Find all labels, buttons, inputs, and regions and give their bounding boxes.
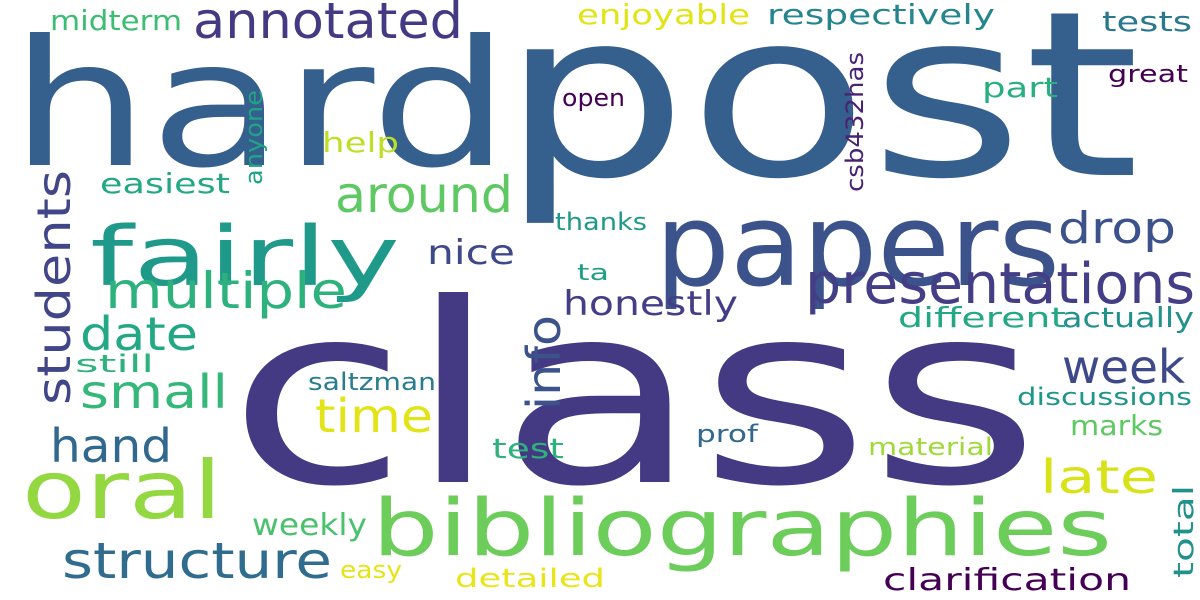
word-weekly: weekly (252, 508, 367, 543)
word-ta: ta (577, 261, 609, 286)
word-easiest: easiest (100, 167, 230, 200)
word-total: total (1167, 485, 1200, 578)
word-post: post (500, 0, 1140, 230)
word-respectively: respectively (767, 0, 995, 31)
word-great: great (1108, 60, 1188, 88)
word-tests: tests (1102, 5, 1192, 38)
word-week: week (1062, 340, 1185, 394)
word-marks: marks (1070, 409, 1163, 442)
word-clarification: clarification (883, 563, 1131, 598)
word-around: around (335, 166, 513, 224)
word-papers: papers (655, 179, 1060, 313)
word-fairly: fairly (90, 210, 400, 305)
word-hand: hand (50, 419, 172, 473)
word-nice: nice (427, 233, 515, 273)
word-bibliographies: bibliographies (372, 484, 1112, 574)
word-midterm: midterm (50, 4, 182, 37)
word-date: date (80, 307, 198, 361)
word-oral: oral (22, 444, 222, 537)
word-help: help (322, 126, 399, 159)
word-info: info (517, 315, 571, 410)
word-prof: prof (696, 420, 759, 448)
word-csb432has: csb432has (841, 52, 869, 192)
word-material: material (868, 433, 993, 461)
word-drop: drop (1058, 203, 1176, 254)
word-easy: easy (340, 556, 402, 584)
word-anyone: anyone (240, 90, 268, 185)
word-hard: hard (10, 4, 510, 207)
word-late: late (1040, 450, 1158, 504)
word-detailed: detailed (455, 564, 605, 594)
word-thanks: thanks (555, 208, 647, 236)
word-saltzman: saltzman (308, 368, 436, 396)
word-still: still (75, 350, 154, 378)
word-discussions: discussions (1017, 383, 1192, 411)
word-structure: structure (62, 532, 332, 590)
word-time: time (315, 389, 433, 443)
word-honestly: honestly (563, 284, 738, 324)
word-class: class (228, 250, 1040, 541)
word-test: test (492, 432, 564, 465)
word-students: students (27, 170, 81, 405)
word-small: small (80, 365, 228, 419)
word-multiple: multiple (105, 262, 347, 320)
word-enjoyable: enjoyable (577, 0, 750, 31)
word-annotated: annotated (193, 0, 463, 50)
word-part: part (982, 71, 1058, 104)
word-different: different (898, 301, 1066, 334)
word-actually: actually (1062, 301, 1194, 334)
word-open: open (562, 84, 625, 112)
word-presentations: presentations (805, 252, 1195, 317)
